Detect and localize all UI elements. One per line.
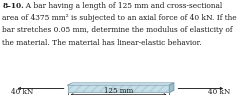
- Text: bar stretches 0.05 mm, determine the modulus of elasticity of: bar stretches 0.05 mm, determine the mod…: [2, 26, 233, 34]
- Text: A bar having a length of 125 mm and cross-sectional: A bar having a length of 125 mm and cros…: [21, 2, 222, 10]
- Polygon shape: [68, 83, 174, 85]
- Text: area of 4375 mm² is subjected to an axial force of 40 kN. If the: area of 4375 mm² is subjected to an axia…: [2, 14, 237, 22]
- Text: 125 mm: 125 mm: [104, 87, 133, 95]
- Text: 8–10.: 8–10.: [2, 2, 24, 10]
- Polygon shape: [169, 83, 174, 93]
- Bar: [68, 85, 169, 93]
- Text: 40 kN: 40 kN: [11, 88, 33, 95]
- Text: 40 kN: 40 kN: [208, 88, 230, 95]
- Text: the material. The material has linear-elastic behavior.: the material. The material has linear-el…: [2, 39, 202, 47]
- Bar: [68, 85, 169, 93]
